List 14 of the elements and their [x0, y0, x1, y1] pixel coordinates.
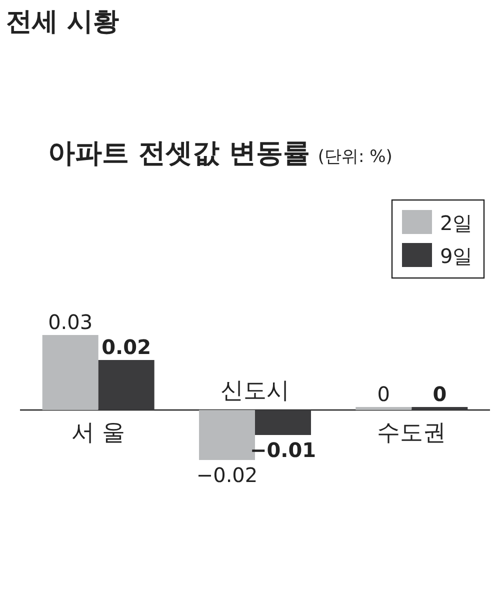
data-label: −0.01: [250, 438, 316, 462]
data-label: 0: [377, 382, 390, 406]
category: 수도권: [377, 420, 446, 446]
category: 서 울: [72, 420, 125, 446]
data-label: 0: [432, 382, 447, 406]
data-label: 0.02: [102, 335, 152, 359]
data-label: 0.03: [48, 310, 93, 334]
data-label: −0.02: [196, 463, 258, 487]
subtitle: 아파트 전셋값 변동률: [48, 138, 310, 169]
category: 신도시: [220, 378, 290, 404]
title: 전세 시황: [6, 7, 120, 37]
legend-label: 2일: [440, 211, 473, 235]
legend-label: 9일: [440, 244, 473, 268]
annotation: (단위: %): [318, 147, 392, 167]
